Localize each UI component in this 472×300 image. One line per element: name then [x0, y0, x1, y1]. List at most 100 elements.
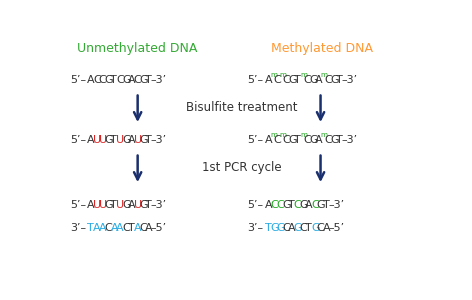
- Text: A: A: [128, 75, 135, 85]
- Text: G: G: [122, 200, 131, 210]
- Text: A: A: [134, 223, 141, 233]
- Text: A: A: [99, 223, 107, 233]
- Text: A: A: [93, 223, 101, 233]
- Text: C: C: [283, 135, 291, 146]
- Text: C: C: [283, 75, 291, 85]
- Text: G: G: [317, 200, 325, 210]
- Text: A: A: [315, 135, 323, 146]
- Text: C: C: [99, 75, 107, 85]
- Text: C: C: [303, 75, 311, 85]
- Text: A: A: [87, 200, 95, 210]
- Text: C: C: [299, 223, 307, 233]
- Text: m: m: [321, 132, 328, 138]
- Text: A: A: [305, 200, 313, 210]
- Text: G: G: [276, 223, 285, 233]
- Text: –3’: –3’: [151, 200, 167, 210]
- Text: T: T: [322, 200, 329, 210]
- Text: G: G: [122, 75, 131, 85]
- Text: C: C: [317, 223, 324, 233]
- Text: G: G: [139, 135, 148, 146]
- Text: U: U: [116, 135, 124, 146]
- Text: U: U: [99, 135, 107, 146]
- Text: C: C: [139, 223, 147, 233]
- Text: –3’: –3’: [341, 135, 358, 146]
- Text: C: C: [105, 223, 112, 233]
- Text: A: A: [110, 223, 118, 233]
- Text: G: G: [139, 75, 148, 85]
- Text: C: C: [294, 200, 302, 210]
- Text: C: C: [116, 75, 124, 85]
- Text: T: T: [145, 135, 152, 146]
- Text: T: T: [145, 75, 152, 85]
- Text: A: A: [87, 135, 95, 146]
- Text: A: A: [265, 75, 272, 85]
- Text: C: C: [274, 75, 281, 85]
- Text: C: C: [270, 200, 278, 210]
- Text: –3’: –3’: [341, 75, 358, 85]
- Text: U: U: [134, 200, 142, 210]
- Text: A: A: [116, 223, 124, 233]
- Text: G: G: [105, 135, 113, 146]
- Text: 5’–: 5’–: [70, 200, 86, 210]
- Text: C: C: [303, 135, 311, 146]
- Text: C: C: [324, 75, 332, 85]
- Text: C: C: [324, 135, 332, 146]
- Text: m: m: [279, 132, 287, 138]
- Text: A: A: [315, 75, 323, 85]
- Text: U: U: [99, 200, 107, 210]
- Text: G: G: [309, 75, 318, 85]
- Text: A: A: [322, 223, 330, 233]
- Text: G: G: [299, 200, 308, 210]
- Text: –3’: –3’: [329, 200, 345, 210]
- Text: 3’–: 3’–: [70, 223, 86, 233]
- Text: C: C: [93, 75, 101, 85]
- Text: 3’–: 3’–: [247, 223, 263, 233]
- Text: U: U: [116, 200, 124, 210]
- Text: C: C: [282, 223, 290, 233]
- Text: T: T: [295, 75, 301, 85]
- Text: T: T: [145, 200, 152, 210]
- Text: T: T: [110, 135, 117, 146]
- Text: C: C: [274, 135, 281, 146]
- Text: G: G: [122, 135, 131, 146]
- Text: C: C: [276, 200, 284, 210]
- Text: T: T: [87, 223, 94, 233]
- Text: A: A: [128, 135, 135, 146]
- Text: A: A: [288, 223, 295, 233]
- Text: T: T: [110, 200, 117, 210]
- Text: A: A: [128, 200, 135, 210]
- Text: m: m: [321, 72, 328, 78]
- Text: T: T: [336, 75, 343, 85]
- Text: U: U: [93, 135, 101, 146]
- Text: G: G: [105, 200, 113, 210]
- Text: G: G: [282, 200, 291, 210]
- Text: T: T: [336, 135, 343, 146]
- Text: G: G: [270, 223, 279, 233]
- Text: T: T: [295, 135, 301, 146]
- Text: m: m: [270, 72, 278, 78]
- Text: A: A: [87, 75, 95, 85]
- Text: A: A: [265, 200, 272, 210]
- Text: T: T: [110, 75, 117, 85]
- Text: Unmethylated DNA: Unmethylated DNA: [77, 42, 198, 55]
- Text: U: U: [93, 200, 101, 210]
- Text: –5’: –5’: [329, 223, 345, 233]
- Text: 5’–: 5’–: [247, 200, 263, 210]
- Text: C: C: [311, 200, 319, 210]
- Text: G: G: [289, 135, 297, 146]
- Text: 5’–: 5’–: [247, 75, 263, 85]
- Text: G: G: [311, 223, 320, 233]
- Text: m: m: [300, 132, 307, 138]
- Text: m: m: [279, 72, 287, 78]
- Text: m: m: [270, 132, 278, 138]
- Text: G: G: [294, 223, 302, 233]
- Text: U: U: [134, 135, 142, 146]
- Text: G: G: [309, 135, 318, 146]
- Text: 5’–: 5’–: [70, 75, 86, 85]
- Text: –5’: –5’: [151, 223, 167, 233]
- Text: Bisulfite treatment: Bisulfite treatment: [186, 101, 298, 114]
- Text: T: T: [265, 223, 271, 233]
- Text: 5’–: 5’–: [247, 135, 263, 146]
- Text: C: C: [122, 223, 130, 233]
- Text: A: A: [145, 223, 153, 233]
